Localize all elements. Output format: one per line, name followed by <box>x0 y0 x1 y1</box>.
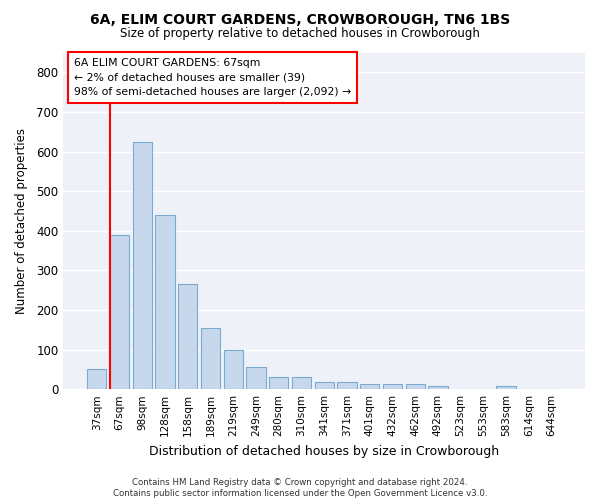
Text: 6A, ELIM COURT GARDENS, CROWBOROUGH, TN6 1BS: 6A, ELIM COURT GARDENS, CROWBOROUGH, TN6… <box>90 12 510 26</box>
X-axis label: Distribution of detached houses by size in Crowborough: Distribution of detached houses by size … <box>149 444 499 458</box>
Bar <box>496 386 516 389</box>
Text: 6A ELIM COURT GARDENS: 67sqm
← 2% of detached houses are smaller (39)
98% of sem: 6A ELIM COURT GARDENS: 67sqm ← 2% of det… <box>74 58 351 97</box>
Bar <box>155 215 175 389</box>
Bar <box>337 382 356 389</box>
Bar <box>133 142 152 389</box>
Bar <box>224 350 243 389</box>
Bar <box>178 284 197 389</box>
Bar <box>292 378 311 389</box>
Bar <box>87 370 106 389</box>
Bar <box>428 386 448 389</box>
Bar <box>110 234 129 389</box>
Bar <box>269 378 289 389</box>
Bar <box>383 384 402 389</box>
Text: Contains HM Land Registry data © Crown copyright and database right 2024.
Contai: Contains HM Land Registry data © Crown c… <box>113 478 487 498</box>
Bar <box>201 328 220 389</box>
Bar <box>406 384 425 389</box>
Y-axis label: Number of detached properties: Number of detached properties <box>15 128 28 314</box>
Bar <box>247 368 266 389</box>
Text: Size of property relative to detached houses in Crowborough: Size of property relative to detached ho… <box>120 28 480 40</box>
Bar <box>314 382 334 389</box>
Bar <box>360 384 379 389</box>
